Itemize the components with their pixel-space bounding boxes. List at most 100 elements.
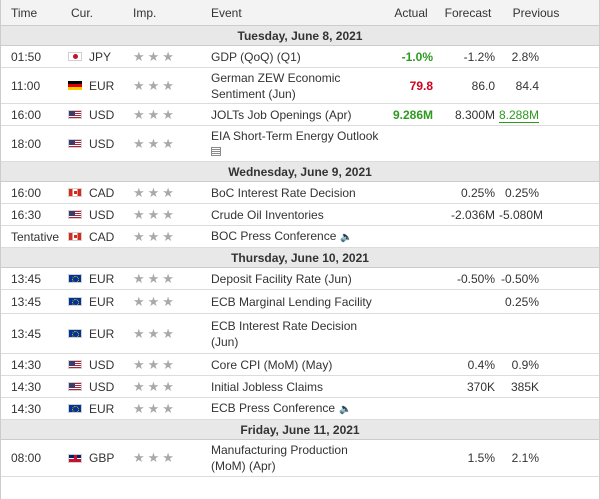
importance-stars: ★★★ — [131, 136, 211, 152]
event-name-cell[interactable]: EIA Short-Term Energy Outlook — [211, 128, 385, 160]
header-previous[interactable]: Previous — [512, 5, 560, 20]
table-row[interactable]: 16:30 USD ★★★ Crude Oil Inventories -2.0… — [1, 204, 599, 226]
event-name-cell[interactable]: Initial Jobless Claims — [211, 379, 385, 395]
event-name[interactable]: ECB Interest Rate Decision (Jun) — [211, 318, 358, 349]
header-time[interactable]: Time — [11, 5, 38, 20]
table-row[interactable]: 14:30 EUR ★★★ ECB Press Conference 🔈 — [1, 398, 599, 420]
header-currency[interactable]: Cur. — [71, 5, 94, 20]
event-name[interactable]: German ZEW Economic Sentiment (Jun) — [211, 70, 341, 101]
event-name-cell[interactable]: ECB Press Conference 🔈 — [211, 400, 385, 418]
flag-cell — [65, 382, 85, 391]
eu-flag-icon — [68, 404, 82, 413]
previous-value: -5.080M — [499, 207, 544, 222]
us-flag-icon — [68, 360, 82, 369]
event-name-cell[interactable]: GDP (QoQ) (Q1) — [211, 49, 385, 65]
importance-stars: ★★★ — [131, 49, 211, 65]
table-row[interactable]: 08:00 GBP ★★★ Manufacturing Production (… — [1, 440, 599, 477]
table-row[interactable]: 13:45 EUR ★★★ ECB Interest Rate Decision… — [1, 314, 599, 354]
speaker-icon[interactable]: 🔈 — [340, 231, 353, 243]
flag-cell — [65, 81, 85, 90]
day-header: Wednesday, June 9, 2021 — [1, 162, 599, 182]
event-currency: CAD — [89, 229, 115, 244]
table-row[interactable]: 13:45 EUR ★★★ ECB Marginal Lending Facil… — [1, 290, 599, 314]
event-name-cell[interactable]: Crude Oil Inventories — [211, 207, 385, 223]
event-name[interactable]: GDP (QoQ) (Q1) — [211, 49, 301, 64]
event-name[interactable]: Core CPI (MoM) (May) — [211, 357, 333, 372]
table-row[interactable]: 18:00 USD ★★★ EIA Short-Term Energy Outl… — [1, 126, 599, 162]
importance-stars: ★★★ — [131, 107, 211, 123]
table-row[interactable]: Tentative CAD ★★★ BOC Press Conference 🔈 — [1, 226, 599, 248]
event-name[interactable]: ECB Press Conference — [211, 400, 336, 415]
flag-cell — [65, 139, 85, 148]
header-actual[interactable]: Actual — [394, 5, 428, 20]
us-flag-icon — [68, 382, 82, 391]
event-name-cell[interactable]: Core CPI (MoM) (May) — [211, 357, 385, 373]
us-flag-icon — [68, 110, 82, 119]
table-row[interactable]: 14:30 USD ★★★ Core CPI (MoM) (May) 0.4% … — [1, 354, 599, 376]
event-time: 14:30 — [11, 379, 42, 394]
header-importance[interactable]: Imp. — [133, 5, 157, 20]
event-name-cell[interactable]: Deposit Facility Rate (Jun) — [211, 271, 385, 287]
header-event[interactable]: Event — [211, 5, 242, 20]
table-row[interactable]: 01:50 JPY ★★★ GDP (QoQ) (Q1) -1.0% -1.2%… — [1, 46, 599, 68]
flag-cell — [65, 210, 85, 219]
actual-value: -1.0% — [401, 49, 433, 64]
eu-flag-icon — [68, 274, 82, 283]
event-currency: EUR — [89, 326, 115, 341]
event-name-cell[interactable]: BoC Interest Rate Decision — [211, 185, 385, 201]
importance-stars: ★★★ — [131, 326, 211, 342]
header-forecast[interactable]: Forecast — [444, 5, 492, 20]
event-time: 14:30 — [11, 401, 42, 416]
importance-stars: ★★★ — [131, 450, 211, 466]
star-icon: ★★★ — [133, 135, 177, 151]
event-currency: USD — [89, 107, 115, 122]
event-name-cell[interactable]: German ZEW Economic Sentiment (Jun) — [211, 70, 385, 102]
event-name-cell[interactable]: JOLTs Job Openings (Apr) — [211, 107, 385, 123]
event-time: 14:30 — [11, 357, 42, 372]
event-name-cell[interactable]: Manufacturing Production (MoM) (Apr) — [211, 442, 385, 474]
event-name[interactable]: JOLTs Job Openings (Apr) — [211, 107, 352, 122]
importance-stars: ★★★ — [131, 357, 211, 373]
forecast-value: -0.50% — [456, 271, 495, 286]
event-name-cell[interactable]: ECB Interest Rate Decision (Jun) — [211, 318, 385, 350]
star-icon: ★★★ — [133, 400, 177, 416]
event-currency: EUR — [89, 401, 115, 416]
previous-cell: 2.8% — [499, 50, 573, 64]
event-name[interactable]: EIA Short-Term Energy Outlook — [211, 128, 379, 143]
event-currency: JPY — [89, 49, 112, 64]
de-flag-icon — [68, 81, 82, 90]
star-icon: ★★★ — [133, 356, 177, 372]
forecast-value: 8.300M — [454, 107, 495, 122]
event-name-cell[interactable]: ECB Marginal Lending Facility — [211, 294, 385, 310]
event-currency: CAD — [89, 185, 115, 200]
document-icon[interactable] — [211, 146, 221, 156]
forecast-value: 0.25% — [460, 185, 495, 200]
table-row[interactable]: 16:00 USD ★★★ JOLTs Job Openings (Apr) 9… — [1, 104, 599, 126]
event-name[interactable]: BOC Press Conference — [211, 228, 337, 243]
table-row[interactable]: 11:00 EUR ★★★ German ZEW Economic Sentim… — [1, 68, 599, 104]
event-name[interactable]: Crude Oil Inventories — [211, 207, 324, 222]
star-icon: ★★★ — [133, 325, 177, 341]
event-name[interactable]: Initial Jobless Claims — [211, 379, 324, 394]
event-name-cell[interactable]: BOC Press Conference 🔈 — [211, 228, 385, 246]
ca-flag-icon — [68, 232, 82, 241]
star-icon: ★★★ — [133, 378, 177, 394]
previous-cell: 0.25% — [499, 295, 573, 309]
importance-stars: ★★★ — [131, 379, 211, 395]
event-name[interactable]: Deposit Facility Rate (Jun) — [211, 271, 352, 286]
flag-cell — [65, 110, 85, 119]
event-name[interactable]: Manufacturing Production (MoM) (Apr) — [211, 443, 348, 473]
event-time: 13:45 — [11, 271, 42, 286]
actual-value: 9.286M — [392, 107, 433, 122]
previous-revised: 8.288M — [499, 107, 540, 123]
event-name[interactable]: ECB Marginal Lending Facility — [211, 294, 372, 309]
star-icon: ★★★ — [133, 77, 177, 93]
table-row[interactable]: 14:30 USD ★★★ Initial Jobless Claims 370… — [1, 376, 599, 398]
previous-cell: 84.4 — [499, 79, 573, 93]
event-name[interactable]: BoC Interest Rate Decision — [211, 185, 356, 200]
speaker-icon[interactable]: 🔈 — [339, 403, 352, 415]
previous-value: -0.50% — [500, 271, 539, 286]
gb-flag-icon — [68, 453, 82, 463]
table-row[interactable]: 13:45 EUR ★★★ Deposit Facility Rate (Jun… — [1, 268, 599, 290]
table-row[interactable]: 16:00 CAD ★★★ BoC Interest Rate Decision… — [1, 182, 599, 204]
